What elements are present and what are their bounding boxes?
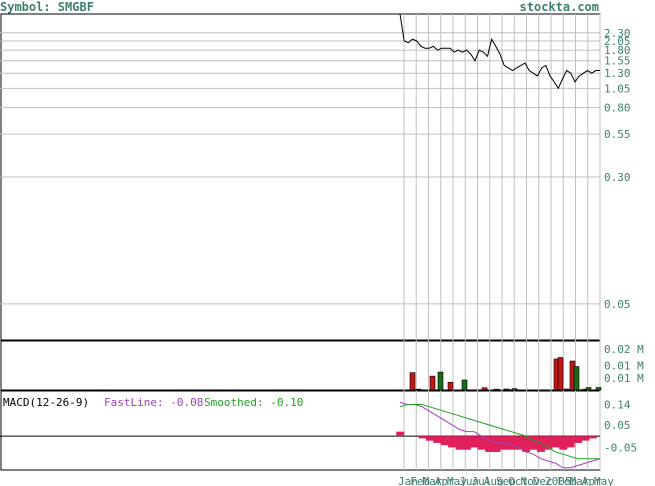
volume-tick-label: 0.01 M bbox=[604, 372, 644, 385]
price-tick-label: 1.05 bbox=[604, 82, 631, 95]
macd-histogram-bar bbox=[470, 436, 479, 448]
macd-histogram-bar bbox=[544, 436, 553, 450]
month-tick-label: Apr bbox=[435, 475, 455, 486]
volume-bar bbox=[503, 388, 510, 391]
month-tick-label: Oct bbox=[508, 475, 528, 486]
price-tick-label: 1.55 bbox=[604, 55, 631, 68]
macd-histogram-bar bbox=[574, 436, 582, 443]
price-tick-label: 1.30 bbox=[604, 67, 631, 80]
price-tick-label: 0.80 bbox=[604, 102, 631, 115]
macd-histogram-bar bbox=[462, 436, 471, 450]
macd-histogram-bar bbox=[566, 436, 575, 448]
volume-bar bbox=[437, 371, 444, 391]
month-tick-label: Dec bbox=[533, 475, 553, 486]
volume-bar bbox=[461, 379, 468, 391]
macd-histogram-bar bbox=[455, 436, 464, 450]
macd-histogram-bar bbox=[448, 436, 457, 448]
macd-tick-label: 0.05 bbox=[604, 419, 631, 432]
month-tick-label: Jul bbox=[472, 475, 492, 486]
macd-histogram-bar bbox=[507, 436, 516, 450]
macd-histogram-bar bbox=[492, 436, 501, 452]
volume-bar bbox=[511, 388, 518, 391]
price-tick-label: 2.30 bbox=[604, 27, 631, 40]
symbol-label: Symbol: SMGBF bbox=[0, 0, 94, 14]
volume-bar bbox=[595, 387, 602, 391]
month-tick-label: Mar bbox=[423, 475, 443, 486]
macd-tick-label: -0.05 bbox=[604, 441, 637, 454]
macd-histogram-bar bbox=[514, 436, 523, 450]
site-name: stockta.com bbox=[519, 0, 599, 14]
macd-smooth-text: Smoothed: -0.10 bbox=[204, 396, 303, 409]
volume-tick-label: 0.02 M bbox=[604, 343, 644, 356]
month-tick-label: Jan bbox=[398, 475, 418, 486]
macd-tick-label: 0.14 bbox=[604, 399, 631, 412]
volume-bar bbox=[415, 388, 422, 391]
volume-bar bbox=[493, 388, 500, 391]
macd-histogram-bar bbox=[559, 436, 568, 450]
macd-histogram-bar bbox=[433, 436, 442, 443]
volume-bar bbox=[447, 381, 454, 391]
macd-histogram-bar bbox=[588, 436, 597, 439]
price-tick-label: 0.05 bbox=[604, 298, 631, 311]
month-tick-label: 2005 bbox=[545, 475, 572, 486]
month-tick-label: Apr bbox=[582, 475, 602, 486]
month-tick-label: Feb bbox=[557, 475, 577, 486]
price-tick-label: 2.05 bbox=[604, 35, 631, 48]
price-line bbox=[399, 13, 600, 90]
volume-bar bbox=[563, 388, 570, 391]
price-tick-label: 0.30 bbox=[604, 171, 631, 184]
macd-histogram-bar bbox=[485, 436, 494, 452]
month-tick-label: Sep bbox=[496, 475, 516, 486]
macd-fast-text: FastLine: -0.08 bbox=[104, 396, 203, 409]
macd-histogram-bar bbox=[522, 436, 531, 452]
macd-histogram-bar bbox=[396, 431, 405, 437]
price-tick-label: 0.55 bbox=[604, 128, 631, 141]
macd-histogram-bar bbox=[581, 436, 590, 441]
volume-bar bbox=[481, 387, 488, 391]
macd-fast-line bbox=[399, 401, 601, 469]
volume-bar bbox=[573, 366, 580, 391]
month-tick-label: Nov bbox=[521, 475, 541, 486]
macd-histogram-bar bbox=[551, 436, 560, 448]
month-tick-label: May bbox=[447, 475, 467, 486]
volume-tick-label: 0.01 M bbox=[604, 360, 644, 373]
macd-histogram-bar bbox=[537, 436, 545, 452]
volume-bar bbox=[429, 375, 436, 391]
volume-panel-frame bbox=[0, 340, 601, 391]
volume-bar bbox=[585, 387, 592, 391]
macd-histogram-bar bbox=[418, 436, 427, 439]
month-tick-label: Aug bbox=[484, 475, 504, 486]
month-tick-label: May bbox=[594, 475, 614, 486]
macd-histogram-bar bbox=[477, 436, 486, 450]
month-tick-label: Mar bbox=[570, 475, 590, 486]
volume-bar bbox=[409, 372, 416, 391]
macd-histogram-bar bbox=[425, 436, 434, 441]
macd-label: MACD(12-26-9) bbox=[3, 396, 89, 409]
volume-bar bbox=[557, 357, 564, 391]
price-tick-label: 1.80 bbox=[604, 44, 631, 57]
macd-histogram-bar bbox=[440, 436, 449, 446]
month-tick-label: Feb bbox=[410, 475, 430, 486]
month-tick-label: Jun bbox=[459, 475, 479, 486]
macd-histogram-bar bbox=[529, 436, 538, 450]
macd-smooth-line bbox=[399, 404, 600, 460]
